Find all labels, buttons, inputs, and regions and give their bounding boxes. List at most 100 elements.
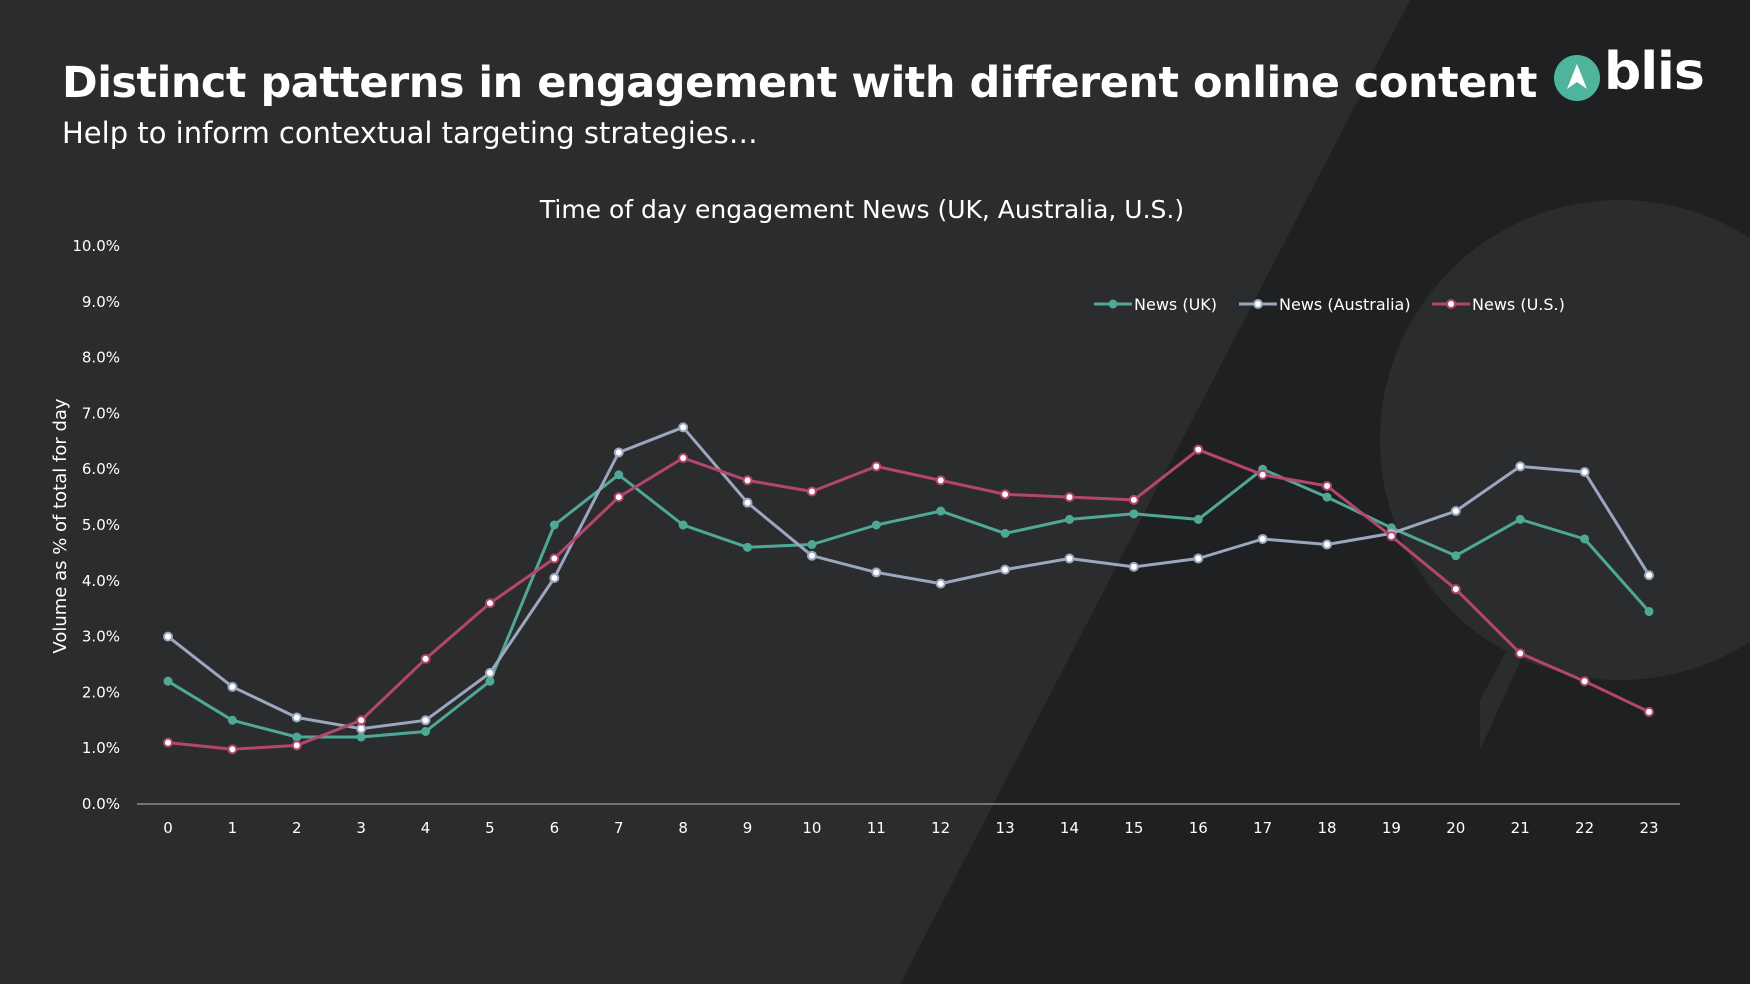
data-point-news-u-s <box>1064 492 1075 503</box>
y-tick-label: 3.0% <box>82 628 120 646</box>
data-point-news-u-s <box>1322 480 1333 491</box>
data-point-news-australia <box>1450 506 1461 517</box>
data-point-news-uk <box>1193 514 1203 524</box>
data-point-news-uk <box>1064 514 1074 524</box>
y-axis-ticks: 0.0% 1.0% 2.0% 3.0% 4.0% 5.0% 6.0% 7.0% 8.0% 9.0%… <box>72 237 120 813</box>
x-tick-label: 22 <box>1575 819 1594 837</box>
data-point-news-australia <box>1257 533 1268 544</box>
data-point-news-australia <box>227 681 238 692</box>
chart-title: Time of day engagement News (UK, Austral… <box>539 195 1184 224</box>
x-axis-ticks: 0 1 2 3 4 5 6 7 8 9 10 11 12 13 14 15 16 17 18 19 20 21 22 23 <box>163 819 1658 837</box>
data-point-news-uk <box>1451 551 1461 561</box>
x-tick-label: 3 <box>356 819 366 837</box>
y-axis-title: Volume as % of total for day <box>50 398 71 654</box>
data-point-news-u-s <box>806 486 817 497</box>
data-point-news-uk <box>227 715 237 725</box>
x-tick-label: 18 <box>1317 819 1336 837</box>
x-tick-label: 8 <box>678 819 688 837</box>
data-point-news-uk <box>807 540 817 550</box>
data-point-news-australia <box>549 573 560 584</box>
data-point-news-australia <box>1064 553 1075 564</box>
x-tick-label: 17 <box>1253 819 1272 837</box>
data-point-news-u-s <box>935 475 946 486</box>
data-point-news-australia <box>420 715 431 726</box>
page-title: Distinct patterns in engagement with dif… <box>62 58 1537 108</box>
y-tick-label: 5.0% <box>82 516 120 534</box>
x-tick-label: 10 <box>802 819 821 837</box>
x-tick-label: 9 <box>743 819 753 837</box>
data-point-news-australia <box>806 550 817 561</box>
data-point-news-u-s <box>1386 531 1397 542</box>
data-point-news-uk <box>421 726 431 736</box>
data-point-news-u-s <box>1000 489 1011 500</box>
data-point-news-uk <box>871 520 881 530</box>
data-point-news-u-s <box>356 715 367 726</box>
data-point-news-u-s <box>1579 676 1590 687</box>
x-tick-label: 21 <box>1511 819 1530 837</box>
data-point-news-u-s <box>1644 706 1654 717</box>
data-point-news-u-s <box>1450 584 1461 595</box>
data-point-news-australia <box>1128 561 1139 572</box>
data-point-news-u-s <box>1193 444 1204 455</box>
y-tick-label: 4.0% <box>82 572 120 590</box>
blis-logo: blis <box>1554 42 1705 104</box>
data-point-news-australia <box>1515 461 1526 472</box>
y-tick-label: 6.0% <box>82 460 120 478</box>
legend-label: News (U.S.) <box>1472 295 1565 314</box>
data-point-news-uk <box>163 676 173 686</box>
x-tick-label: 11 <box>867 819 886 837</box>
series-line-news-u-s <box>166 448 1651 751</box>
data-point-news-uk <box>1129 509 1139 519</box>
series-group <box>163 422 1654 755</box>
blis-logo-icon <box>1554 55 1600 101</box>
x-tick-label: 2 <box>292 819 302 837</box>
page-subtitle: Help to inform contextual targeting stra… <box>62 116 758 150</box>
data-point-news-uk <box>1515 514 1525 524</box>
data-point-news-australia <box>1000 564 1011 575</box>
data-point-news-u-s <box>484 598 495 609</box>
x-tick-label: 16 <box>1189 819 1208 837</box>
data-point-news-uk <box>936 506 946 516</box>
legend-marker <box>1446 299 1456 309</box>
data-point-news-australia <box>1579 466 1590 477</box>
x-tick-label: 14 <box>1060 819 1079 837</box>
data-point-news-australia <box>1322 539 1333 550</box>
x-tick-label: 13 <box>996 819 1015 837</box>
data-point-news-u-s <box>613 492 624 503</box>
x-tick-label: 7 <box>614 819 624 837</box>
data-point-news-u-s <box>1128 494 1139 505</box>
data-point-news-uk <box>292 732 302 742</box>
y-tick-label: 10.0% <box>72 237 120 255</box>
logo-text: blis <box>1604 42 1705 102</box>
data-point-news-uk <box>1644 606 1654 616</box>
legend-label: News (UK) <box>1134 295 1217 314</box>
y-tick-label: 8.0% <box>82 349 120 367</box>
data-point-news-u-s <box>420 653 431 664</box>
data-point-news-australia <box>1193 553 1204 564</box>
data-point-news-u-s <box>742 475 753 486</box>
data-point-news-uk <box>1000 528 1010 538</box>
y-tick-label: 0.0% <box>82 795 120 813</box>
data-point-news-uk <box>1580 534 1590 544</box>
x-tick-label: 6 <box>550 819 560 837</box>
data-point-news-uk <box>485 676 495 686</box>
x-tick-label: 12 <box>931 819 950 837</box>
data-point-news-australia <box>613 447 624 458</box>
y-tick-label: 2.0% <box>82 683 120 701</box>
series-line-news-australia <box>166 425 1651 731</box>
chart-legend: News (UK) News (Australia) News (U.S.) <box>1094 295 1565 314</box>
x-tick-label: 23 <box>1639 819 1658 837</box>
x-tick-label: 5 <box>485 819 495 837</box>
data-point-news-australia <box>356 723 367 734</box>
x-tick-label: 0 <box>163 819 173 837</box>
data-point-news-uk <box>356 732 366 742</box>
data-point-news-u-s <box>1515 648 1526 659</box>
data-point-news-u-s <box>1257 469 1268 480</box>
data-point-news-australia <box>163 631 173 642</box>
data-point-news-u-s <box>227 744 238 755</box>
legend-marker <box>1108 299 1118 309</box>
y-tick-label: 7.0% <box>82 404 120 422</box>
series-line-news-uk <box>166 467 1651 739</box>
